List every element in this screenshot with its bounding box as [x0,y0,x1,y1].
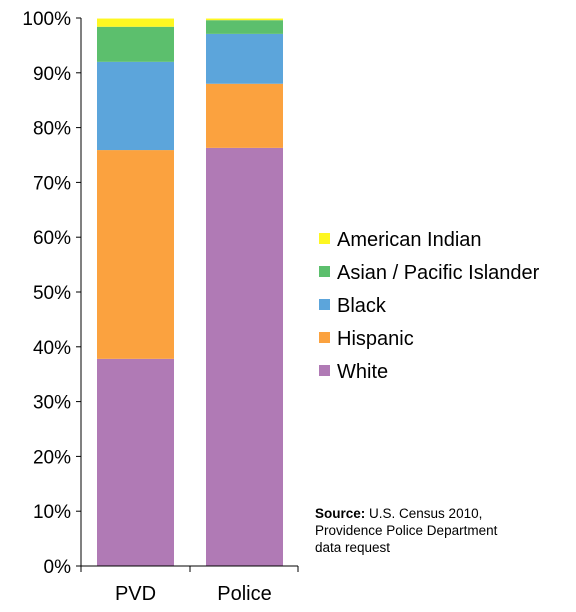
bar-segment-police-white [206,147,283,566]
y-tick-labels: 0% 10% 20% 30% 40% 50% 60% 70% 80% 90% 100% [22,9,71,578]
bars-group [97,18,283,566]
axes-group [76,17,299,572]
bar-segment-pvd-american-indian [97,18,174,27]
y-tick-label-7: 70% [33,173,71,194]
bar-segment-pvd-white [97,358,174,566]
legend: American Indian Asian / Pacific Islander B… [319,229,540,383]
y-tick-label-0: 0% [44,557,72,578]
bar-segment-pvd-black [97,61,174,151]
legend-swatch-black [319,299,330,310]
y-tick-label-5: 50% [33,283,71,304]
source-note: Source: U.S. Census 2010, Providence Pol… [315,505,565,556]
bar-segment-police-american-indian [206,18,283,21]
bar-segment-police-asian-pacific-islander [206,20,283,34]
legend-swatch-hispanic [319,332,330,343]
bar-segment-pvd-hispanic [97,150,174,359]
legend-label-white: White [337,361,388,383]
x-category-label-police: Police [217,583,271,605]
source-line-1: U.S. Census 2010, [369,506,483,521]
legend-swatch-white [319,365,330,376]
y-tick-label-1: 10% [33,502,71,523]
y-tick-label-3: 30% [33,393,71,414]
y-tick-label-4: 40% [33,338,71,359]
bar-segment-police-hispanic [206,83,283,148]
bar-segment-police-black [206,33,283,84]
legend-swatch-american-indian [319,233,330,244]
x-category-label-pvd: PVD [115,583,156,605]
y-tick-label-8: 80% [33,119,71,140]
y-tick-label-10: 100% [22,9,71,30]
source-line-3: data request [315,540,391,555]
legend-label-hispanic: Hispanic [337,328,414,350]
y-tick-label-6: 60% [33,228,71,249]
legend-label-black: Black [337,295,387,317]
legend-label-american-indian: American Indian [337,229,482,251]
y-tick-label-2: 20% [33,447,71,468]
legend-label-asian-pacific-islander: Asian / Pacific Islander [337,262,540,284]
legend-swatch-asian-pacific-islander [319,266,330,277]
source-line-2: Providence Police Department [315,523,498,538]
y-tick-label-9: 90% [33,64,71,85]
bar-segment-pvd-asian-pacific-islander [97,26,174,62]
x-category-labels: PVD Police [115,583,272,605]
source-label: Source: [315,506,366,521]
